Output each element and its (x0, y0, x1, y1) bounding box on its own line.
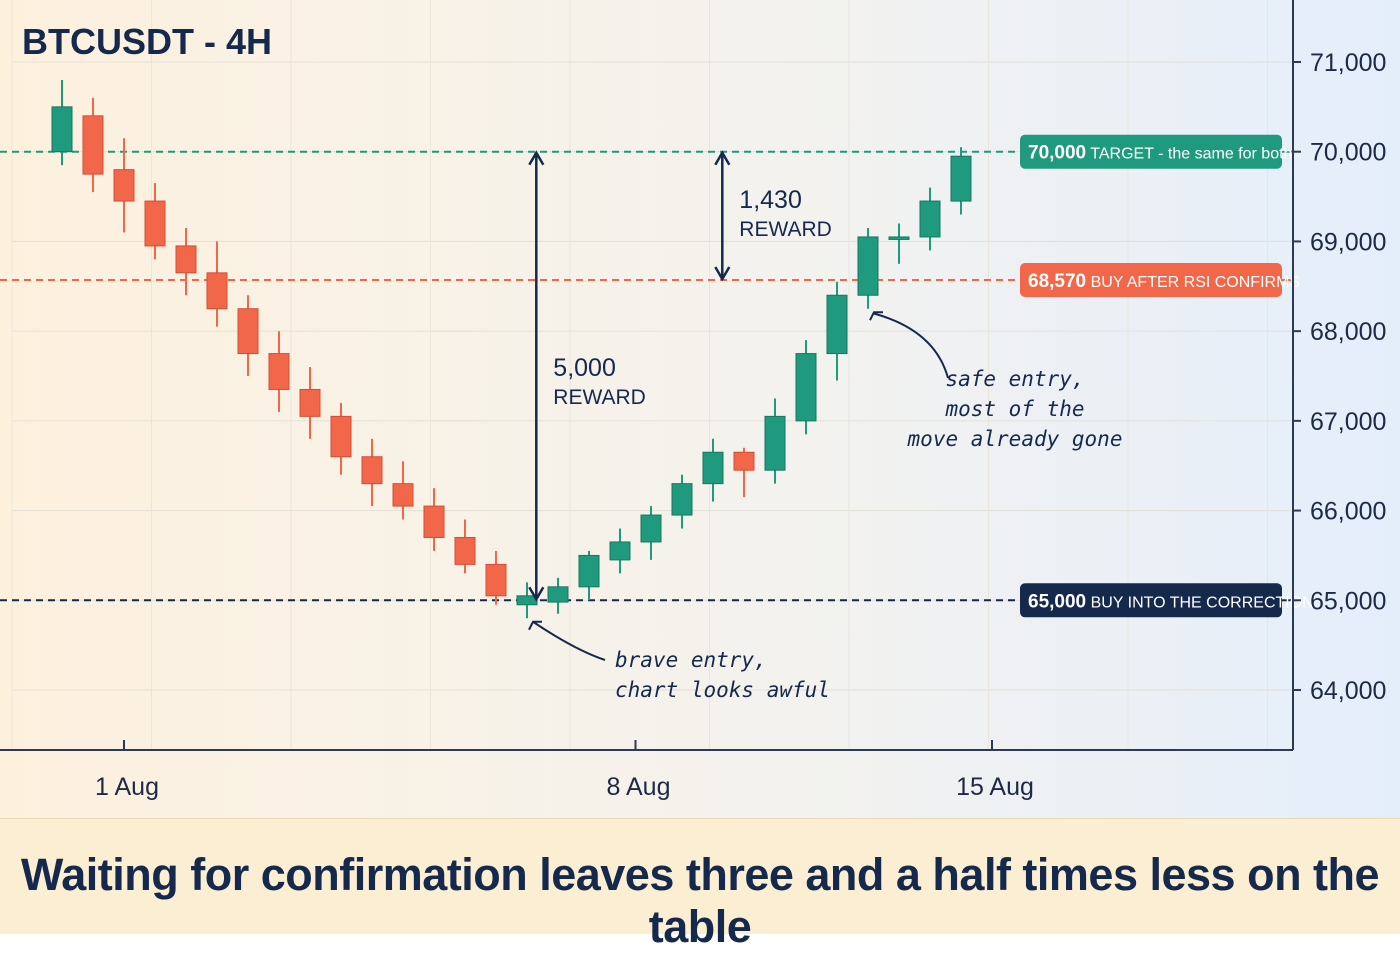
candles (51, 79, 972, 619)
reward-arrow-head-top (714, 150, 731, 166)
candle-body (392, 483, 414, 507)
candle-body (237, 308, 259, 355)
safe_entry-level-text: BUY AFTER RSI CONFIRMS (1086, 274, 1300, 291)
reward-arrow-head-bottom (714, 266, 731, 282)
y-tick-label: 65,000 (1310, 587, 1386, 615)
chart-title: BTCUSDT - 4H (22, 21, 272, 62)
candle-body (795, 353, 817, 422)
reward-value: 1,430 (739, 186, 802, 214)
candle-body (950, 155, 972, 202)
y-tick-label: 70,000 (1310, 139, 1386, 167)
safe-annotation-line: safe entry, (945, 367, 1084, 391)
brave-annotation-line: brave entry, (615, 648, 767, 672)
candle-body (578, 554, 600, 588)
candle-body (454, 536, 476, 565)
safe-annotation-line: most of the (944, 397, 1084, 421)
candle-body (175, 245, 197, 274)
brave_entry-level-badge (1020, 583, 1282, 618)
target-level-label: 70,000 TARGET - the same for both (1028, 143, 1292, 164)
safe_entry-level-label: 68,570 BUY AFTER RSI CONFIRMS (1028, 271, 1300, 292)
candle-body (206, 272, 228, 310)
candle-body (826, 294, 848, 355)
candle-body (547, 586, 569, 603)
candle-body (485, 563, 507, 597)
candle-body (640, 514, 662, 543)
y-tick-label: 69,000 (1310, 228, 1386, 256)
safe-annotation-line: move already gone (907, 427, 1123, 451)
target-level-text: TARGET - the same for both (1086, 146, 1292, 163)
reward-arrows: 5,000 REWARD 1,430 REWARD (528, 150, 832, 602)
candle-body (764, 415, 786, 471)
brave-annotation-connector (532, 620, 606, 661)
price-levels: 70,000 TARGET - the same for both 68,570 … (0, 134, 1314, 618)
target-level-badge (1020, 134, 1282, 169)
candle-body (888, 236, 910, 240)
candle-body (144, 200, 166, 247)
candle-body (609, 541, 631, 561)
candle-body (702, 451, 724, 485)
annotations: brave entry, chart looks awful safe entry,… (528, 311, 1123, 702)
candlestick-chart: 70,000 TARGET - the same for both 68,570 … (0, 0, 1400, 818)
brave_entry-level-text: BUY INTO THE CORRECTION (1086, 594, 1314, 611)
candle-body (299, 388, 321, 417)
target-level-value: 70,000 (1028, 143, 1086, 164)
x-tick-label: 8 Aug (607, 773, 671, 801)
candle-body (423, 505, 445, 538)
y-tick-label: 71,000 (1310, 49, 1386, 77)
safe-annotation-connector (872, 312, 949, 379)
candle-body (919, 200, 941, 238)
x-tick-label: 15 Aug (956, 773, 1034, 801)
candle-body (733, 451, 755, 471)
y-tick-label: 67,000 (1310, 408, 1386, 436)
brave_entry-level-value: 65,000 (1028, 591, 1086, 612)
reward-label: REWARD (739, 218, 832, 241)
x-tick-label: 1 Aug (95, 773, 159, 801)
reward-arrow-head-top (528, 150, 545, 166)
safe_entry-level-badge (1020, 263, 1282, 298)
safe-annotation-arrowhead (869, 311, 883, 321)
brave-annotation-arrowhead (528, 620, 542, 631)
candle-body (857, 236, 879, 296)
candle-body (330, 415, 352, 458)
candle-body (51, 106, 73, 153)
reward-value: 5,000 (553, 354, 616, 382)
y-tick-label: 68,000 (1310, 318, 1386, 346)
y-tick-label: 66,000 (1310, 498, 1386, 526)
y-tick-label: 64,000 (1310, 677, 1386, 705)
candle-body (671, 483, 693, 516)
caption-bar: Waiting for confirmation leaves three an… (0, 818, 1400, 952)
candle-body (113, 169, 135, 202)
axes: 64,00065,00066,00067,00068,00069,00070,0… (0, 0, 1386, 801)
candle-body (268, 353, 290, 390)
candle-body (361, 456, 383, 485)
safe_entry-level-value: 68,570 (1028, 271, 1086, 292)
brave_entry-level-label: 65,000 BUY INTO THE CORRECTION (1028, 591, 1314, 612)
reward-label: REWARD (553, 386, 646, 409)
brave-annotation-line: chart looks awful (615, 678, 830, 702)
caption-text: Waiting for confirmation leaves three an… (20, 849, 1380, 952)
reward-arrow-head-bottom (528, 586, 545, 602)
candle-body (82, 115, 104, 175)
